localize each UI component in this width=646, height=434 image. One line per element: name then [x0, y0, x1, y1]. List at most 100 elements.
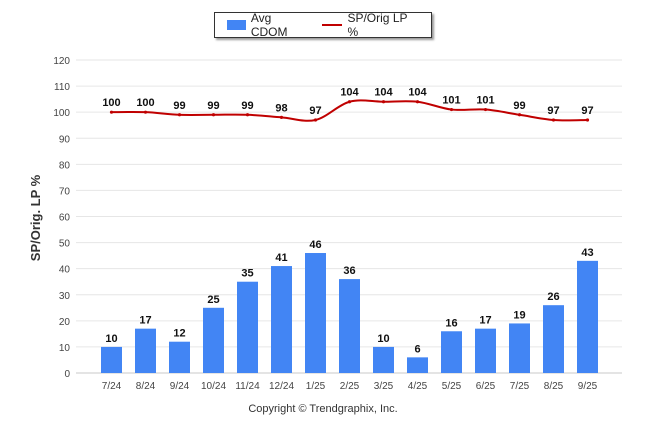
bar-6/25 [475, 328, 496, 373]
line-value-label: 101 [442, 95, 460, 107]
line-point-3/25 [381, 100, 386, 104]
line-point-10/24 [211, 113, 216, 117]
bar-4/25 [407, 357, 428, 373]
bar-8/25 [543, 305, 564, 373]
line-point-7/25 [517, 113, 522, 117]
bar-1/25 [305, 253, 326, 373]
line-point-9/25 [585, 118, 590, 122]
line-value-label: 97 [581, 105, 593, 117]
line-value-label: 100 [102, 97, 120, 109]
line-series [109, 99, 590, 122]
y-axis-ticks: 0 10 20 30 40 50 60 70 80 90 100 110 120 [53, 56, 70, 380]
line-point-6/25 [483, 107, 488, 112]
x-tick-label: 8/25 [544, 381, 564, 392]
line-value-label: 104 [408, 87, 427, 99]
bar-value-label: 36 [343, 265, 355, 277]
bar-8/24 [135, 328, 156, 373]
bar-value-label: 41 [275, 252, 287, 264]
line-point-7/24 [109, 110, 114, 114]
bar-value-label: 12 [173, 328, 185, 340]
line-value-label: 98 [275, 102, 287, 114]
bar-value-label: 10 [377, 333, 389, 345]
bar-9/24 [169, 341, 190, 373]
legend-item-avg-cdom[interactable]: Avg CDOM [227, 11, 308, 39]
line-point-4/25 [415, 100, 420, 104]
line-point-9/24 [177, 113, 182, 117]
x-tick-label: 7/24 [102, 381, 122, 392]
y-tick-label: 0 [64, 369, 70, 380]
bar-value-label: 6 [414, 343, 420, 355]
bar-value-label: 17 [479, 315, 491, 327]
bar-5/25 [441, 331, 462, 373]
x-tick-label: 9/24 [170, 381, 190, 392]
x-axis-ticks: 7/24 8/24 9/24 10/24 11/24 12/24 1/25 2/25 3/25 4… [102, 381, 598, 392]
y-tick-label: 70 [59, 186, 71, 197]
legend: Avg CDOM SP/Orig LP % [214, 11, 432, 39]
bar-value-label: 16 [445, 317, 457, 329]
line-point-5/25 [449, 107, 454, 112]
bar-9/25 [577, 260, 598, 373]
x-tick-label: 1/25 [306, 381, 326, 392]
x-tick-label: 11/24 [235, 381, 260, 392]
y-tick-label: 80 [59, 160, 71, 171]
bar-value-label: 46 [309, 239, 321, 251]
line-value-label: 100 [136, 97, 154, 109]
y-tick-label: 40 [59, 265, 71, 276]
grid-layer [76, 59, 622, 374]
x-tick-label: 2/25 [340, 381, 360, 392]
y-tick-label: 10 [59, 343, 71, 354]
bar-3/25 [373, 346, 394, 373]
x-tick-label: 9/25 [578, 381, 598, 392]
line-point-11/24 [245, 113, 250, 117]
y-tick-label: 110 [54, 82, 70, 93]
legend-line-swatch [321, 24, 343, 26]
bar-value-label: 17 [139, 315, 151, 327]
bar-7/24 [101, 346, 122, 373]
line-value-label: 104 [340, 87, 359, 99]
x-tick-label: 3/25 [374, 381, 394, 392]
bar-data-labels: 10 17 12 25 35 41 46 36 10 6 16 17 19 26 43 [105, 239, 593, 355]
legend-line-label: SP/Orig LP % [347, 11, 408, 39]
bar-value-label: 43 [581, 247, 593, 259]
y-axis-label: SP/Orig. LP % [28, 174, 43, 261]
x-tick-label: 8/24 [136, 381, 156, 392]
line-value-label: 104 [374, 87, 393, 99]
bar-11/24 [237, 281, 258, 373]
line-point-2/25 [347, 100, 352, 104]
y-tick-label: 100 [53, 108, 70, 119]
bar-12/24 [271, 266, 292, 373]
bar-10/24 [203, 307, 224, 373]
bar-7/25 [509, 323, 530, 373]
y-tick-label: 30 [59, 291, 71, 302]
line-value-label: 99 [241, 100, 253, 112]
line-data-labels: 100 100 99 99 99 98 97 104 104 104 101 101 99 97 97 [102, 87, 593, 117]
line-value-label: 97 [547, 105, 559, 117]
y-tick-label: 20 [59, 317, 71, 328]
bar-value-label: 19 [513, 309, 525, 321]
line-value-label: 101 [476, 95, 494, 107]
bar-value-label: 25 [207, 294, 219, 306]
x-tick-label: 7/25 [510, 381, 530, 392]
y-tick-label: 90 [59, 134, 71, 145]
copyright-text: Copyright © Trendgraphix, Inc. [248, 403, 398, 415]
line-point-12/24 [279, 115, 284, 119]
x-tick-label: 12/24 [269, 381, 294, 392]
x-tick-label: 5/25 [442, 381, 462, 392]
line-point-8/25 [551, 118, 556, 122]
bar-value-label: 10 [105, 333, 117, 345]
x-tick-label: 10/24 [201, 381, 226, 392]
bar-value-label: 26 [547, 291, 559, 303]
line-value-label: 99 [173, 100, 185, 112]
legend-bar-label: Avg CDOM [250, 11, 288, 39]
y-tick-label: 120 [53, 56, 70, 67]
bar-2/25 [339, 279, 360, 373]
y-tick-label: 60 [59, 213, 71, 224]
x-tick-label: 4/25 [408, 381, 428, 392]
line-value-label: 99 [207, 100, 219, 112]
line-value-label: 97 [309, 105, 321, 117]
x-tick-label: 6/25 [476, 381, 496, 392]
legend-item-sp-orig-lp[interactable]: SP/Orig LP % [321, 11, 417, 39]
line-point-1/25 [313, 118, 318, 122]
line-value-label: 99 [513, 100, 525, 112]
y-tick-label: 50 [59, 239, 71, 250]
